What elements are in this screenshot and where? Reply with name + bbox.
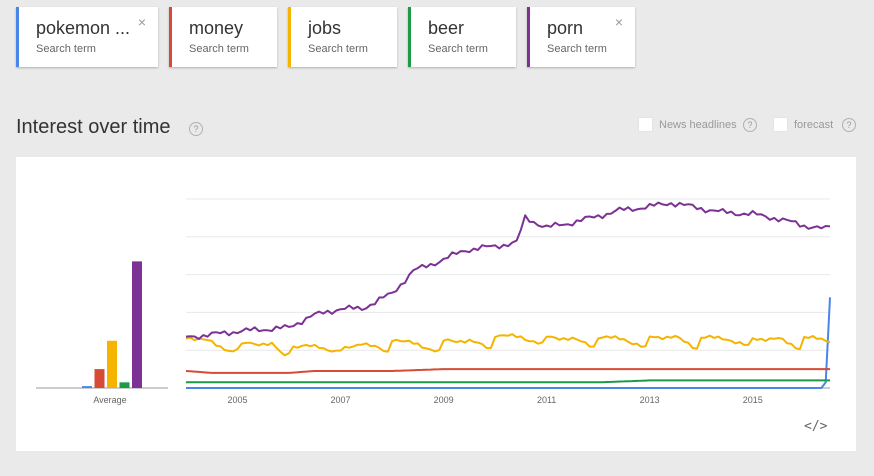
average-bar bbox=[132, 261, 142, 388]
x-tick-label: 2005 bbox=[228, 395, 248, 405]
average-label: Average bbox=[93, 395, 126, 405]
term-type: Search term bbox=[36, 43, 96, 55]
x-tick-label: 2009 bbox=[434, 395, 454, 405]
x-tick-label: 2015 bbox=[743, 395, 763, 405]
series-line-beer bbox=[186, 379, 830, 384]
series-line-pokemon bbox=[186, 297, 831, 389]
term-card-beer[interactable]: beer Search term bbox=[408, 7, 516, 67]
series-line-porn bbox=[185, 201, 831, 340]
forecast-checkbox[interactable] bbox=[774, 118, 787, 131]
close-icon[interactable]: × bbox=[614, 14, 623, 30]
term-name: jobs bbox=[308, 18, 342, 38]
x-tick-label: 2013 bbox=[640, 395, 660, 405]
x-tick-label: 2011 bbox=[537, 395, 556, 405]
term-name: money bbox=[189, 18, 244, 38]
term-card-porn[interactable]: porn Search term × bbox=[527, 7, 635, 67]
term-name: porn bbox=[547, 18, 584, 38]
term-type: Search term bbox=[547, 43, 607, 55]
average-bar bbox=[82, 386, 92, 388]
help-icon[interactable]: ? bbox=[743, 118, 757, 132]
term-type: Search term bbox=[428, 43, 488, 55]
average-bar bbox=[94, 369, 105, 388]
series-line-money bbox=[185, 368, 830, 374]
term-card-jobs[interactable]: jobs Search term bbox=[288, 7, 397, 67]
help-icon[interactable]: ? bbox=[189, 122, 203, 136]
term-card-pokemon[interactable]: pokemon ... Search term × bbox=[16, 7, 158, 67]
average-bar bbox=[107, 340, 117, 388]
search-terms-bar: pokemon ... Search term × money Search t… bbox=[16, 7, 635, 67]
section-title: Interest over time bbox=[16, 116, 171, 138]
close-icon[interactable]: × bbox=[137, 14, 146, 30]
chart-svg: Average 2005 2007 2009 2011 2013 2015 bbox=[36, 198, 831, 405]
term-name: beer bbox=[428, 18, 465, 38]
news-headlines-label: News headlines bbox=[659, 118, 737, 131]
average-bar bbox=[119, 382, 130, 388]
embed-code-icon[interactable]: </> bbox=[804, 419, 828, 434]
term-type: Search term bbox=[308, 43, 368, 55]
x-tick-label: 2007 bbox=[331, 395, 351, 405]
term-name: pokemon ... bbox=[36, 18, 131, 38]
series-line-jobs bbox=[185, 333, 831, 357]
term-type: Search term bbox=[189, 43, 249, 55]
interest-over-time-chart: Average 2005 2007 2009 2011 2013 2015 </> bbox=[16, 157, 856, 451]
news-headlines-option: News headlines bbox=[639, 118, 737, 131]
forecast-label: forecast bbox=[794, 118, 834, 131]
forecast-option: forecast bbox=[774, 118, 833, 131]
news-headlines-checkbox[interactable] bbox=[639, 118, 652, 131]
help-icon[interactable]: ? bbox=[842, 118, 856, 132]
term-card-money[interactable]: money Search term bbox=[169, 7, 277, 67]
